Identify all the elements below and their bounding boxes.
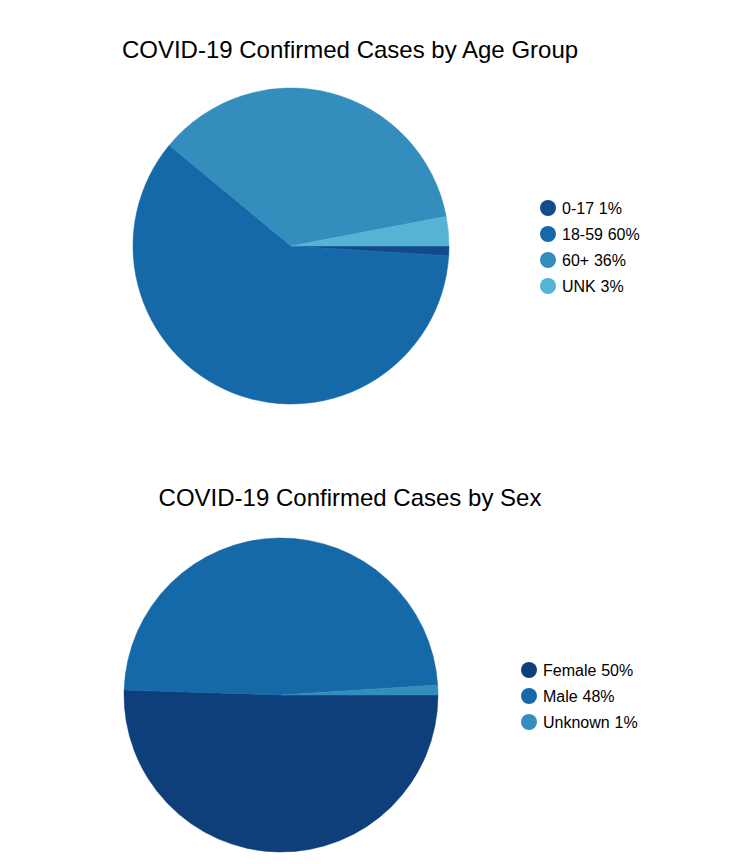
legend: Female 50% Male48% Unknown 1% bbox=[521, 662, 638, 731]
legend-category: Female bbox=[543, 662, 596, 679]
legend-swatch bbox=[521, 714, 537, 730]
legend-swatch bbox=[540, 278, 556, 294]
legend-label: 60+ 36% bbox=[562, 252, 626, 269]
legend-item: UNK 3% bbox=[540, 278, 624, 295]
legend-category: Male bbox=[543, 688, 578, 705]
pie-slice bbox=[291, 216, 449, 246]
legend-swatch bbox=[540, 252, 556, 268]
chart-title: COVID-19 Confirmed Cases by Age Group bbox=[122, 36, 578, 63]
legend-value: 60% bbox=[608, 226, 640, 243]
legend-label: 18-59 60% bbox=[562, 226, 640, 243]
legend-swatch bbox=[521, 688, 537, 704]
pie-slice bbox=[124, 690, 438, 852]
legend-item: Female 50% bbox=[521, 662, 633, 679]
legend-label: Unknown 1% bbox=[543, 714, 638, 731]
legend-swatch bbox=[540, 200, 556, 216]
legend-swatch bbox=[540, 226, 556, 242]
pie-slice bbox=[169, 88, 446, 246]
pie-chart: COVID-19 Confirmed Cases by Age Group 0-1… bbox=[122, 36, 640, 404]
legend-item: 60+ 36% bbox=[540, 252, 626, 269]
legend-item: Unknown 1% bbox=[521, 714, 638, 731]
legend-item: 0-17 1% bbox=[540, 200, 622, 217]
chart-title: COVID-19 Confirmed Cases by Sex bbox=[159, 484, 542, 511]
slices bbox=[124, 538, 438, 852]
pie-slice bbox=[281, 685, 438, 695]
legend: 0-17 1% 18-59 60% 60+ 36% UNK 3% bbox=[540, 200, 640, 295]
legend-label: 0-17 1% bbox=[562, 200, 622, 217]
legend-value: 36% bbox=[594, 252, 626, 269]
legend-label: UNK 3% bbox=[562, 278, 624, 295]
legend-value: 48% bbox=[582, 688, 614, 705]
legend-category: 60+ bbox=[562, 252, 589, 269]
legend-item: Male48% bbox=[521, 688, 615, 705]
legend-value: 1% bbox=[599, 200, 622, 217]
legend-item: 18-59 60% bbox=[540, 226, 640, 243]
legend-label: Male48% bbox=[543, 688, 615, 705]
legend-category: 18-59 bbox=[562, 226, 603, 243]
legend-category: 0-17 bbox=[562, 200, 594, 217]
legend-value: 1% bbox=[615, 714, 638, 731]
legend-swatch bbox=[521, 662, 537, 678]
legend-value: 3% bbox=[601, 278, 624, 295]
legend-category: UNK bbox=[562, 278, 596, 295]
pie-chart: COVID-19 Confirmed Cases by Sex Female 50%… bbox=[124, 484, 638, 852]
legend-label: Female 50% bbox=[543, 662, 633, 679]
pie-slice bbox=[124, 538, 438, 695]
chart-canvas: COVID-19 Confirmed Cases by Age Group 0-1… bbox=[0, 0, 756, 864]
slices bbox=[133, 88, 449, 404]
legend-category: Unknown bbox=[543, 714, 610, 731]
legend-value: 50% bbox=[601, 662, 633, 679]
